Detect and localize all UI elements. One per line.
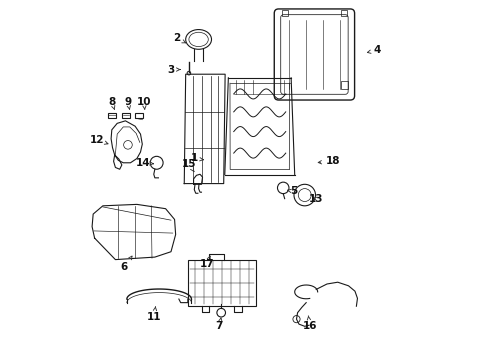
- Text: 5: 5: [287, 186, 297, 197]
- Text: 1: 1: [190, 153, 203, 163]
- Text: 16: 16: [302, 316, 316, 331]
- Text: 14: 14: [136, 158, 153, 168]
- Text: 13: 13: [308, 194, 323, 204]
- Text: 11: 11: [146, 306, 161, 322]
- Bar: [135, 113, 142, 118]
- Text: 2: 2: [172, 33, 185, 43]
- Text: 6: 6: [121, 256, 132, 272]
- Text: 12: 12: [89, 135, 108, 145]
- Bar: [122, 113, 129, 118]
- Text: 18: 18: [318, 156, 340, 166]
- Text: 8: 8: [108, 97, 115, 110]
- Text: 9: 9: [124, 97, 131, 110]
- Text: 17: 17: [199, 256, 214, 269]
- Text: 4: 4: [366, 45, 380, 55]
- Text: 3: 3: [167, 64, 180, 75]
- Bar: [340, 10, 346, 16]
- Text: 15: 15: [182, 159, 196, 172]
- Bar: [341, 81, 347, 89]
- Bar: [187, 260, 255, 306]
- Bar: [282, 10, 287, 16]
- Text: 7: 7: [215, 318, 223, 331]
- Bar: [107, 113, 116, 118]
- Text: 10: 10: [137, 97, 151, 110]
